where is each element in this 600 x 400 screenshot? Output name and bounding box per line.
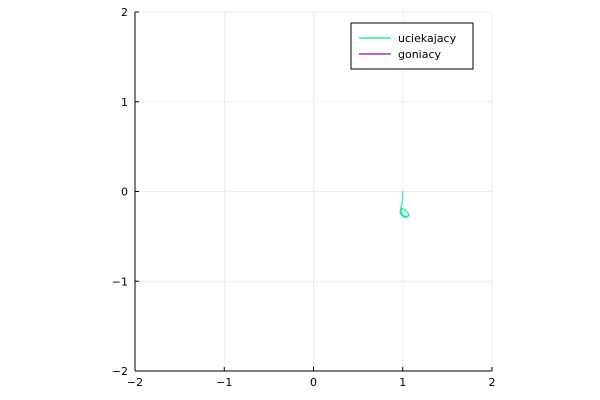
legend-box [350,22,474,70]
y-tick-label-0: −2 [112,365,128,378]
series-layer [399,190,410,219]
y-tick-label-2: 0 [121,186,128,199]
y-tick-label-4: 2 [121,6,128,19]
y-tick-label-1: −1 [112,275,128,288]
x-tick-label-4: 2 [489,376,496,389]
y-tick-label-3: 1 [121,96,128,109]
x-tick-label-2: 0 [310,376,317,389]
legend-label-uciekajacy: uciekajacy [398,32,457,45]
x-tick-label-0: −2 [127,376,143,389]
x-tick-label-3: 1 [399,376,406,389]
ticks: −2 −1 0 1 2 −2 −1 0 1 2 [112,6,496,389]
legend-label-goniacy: goniacy [398,48,442,61]
series-line-uciekajacy [399,190,410,219]
legend: uciekajacy goniacy [350,22,474,70]
x-tick-label-1: −1 [216,376,232,389]
